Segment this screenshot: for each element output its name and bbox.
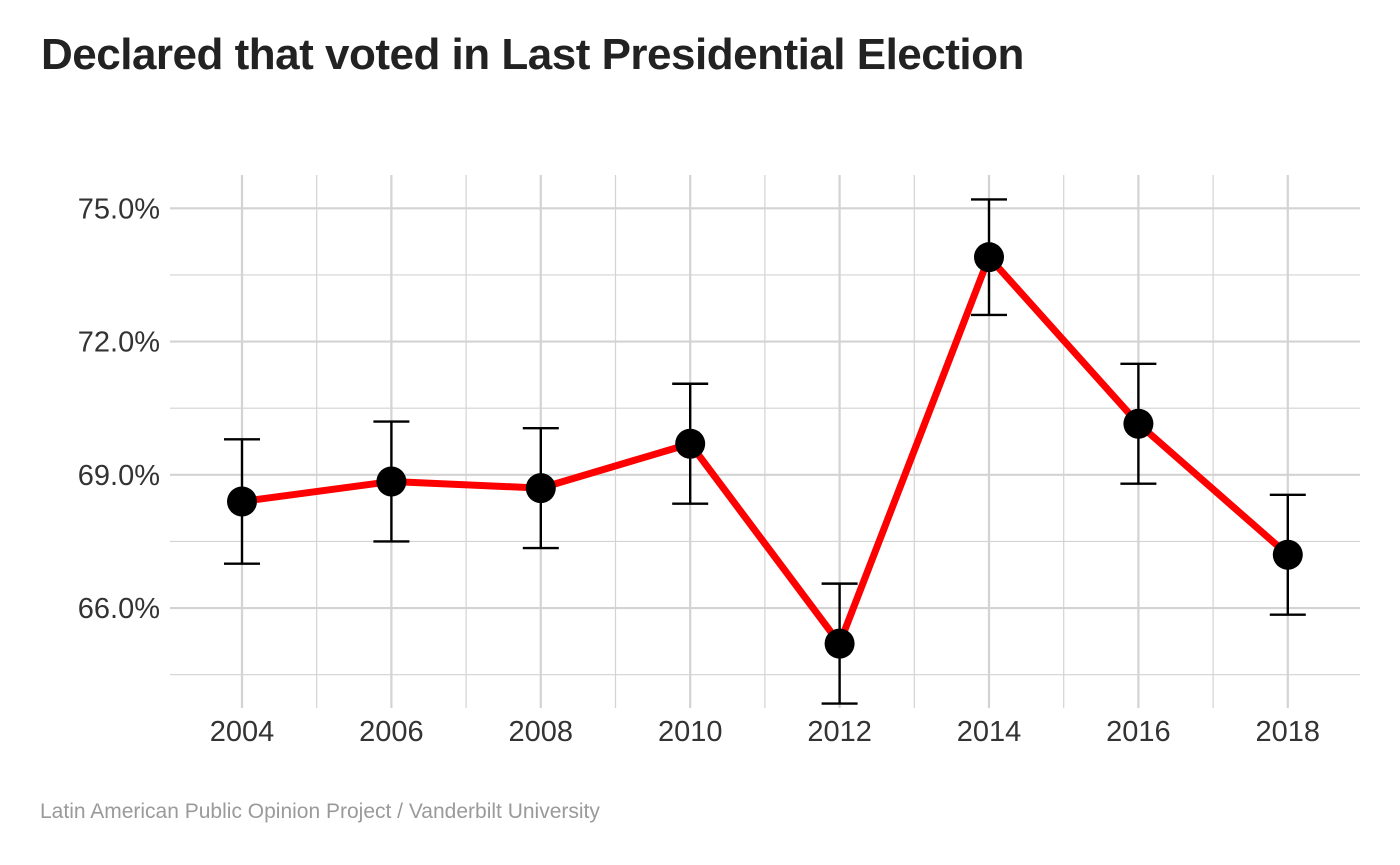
- x-tick-label: 2008: [509, 716, 574, 748]
- data-point: [376, 466, 407, 497]
- x-tick-label: 2006: [359, 716, 424, 748]
- data-point: [227, 486, 257, 517]
- error-bars: [224, 198, 1306, 705]
- data-point: [675, 428, 706, 459]
- x-axis-tick-labels: 2004 2006 2008 2010 2012 2014 2016 2018: [210, 716, 1320, 748]
- series-line-layer: [238, 253, 1292, 648]
- grid-lines: [170, 175, 1360, 708]
- x-tick-label: 2004: [210, 716, 275, 748]
- x-tick-label: 2016: [1106, 716, 1171, 748]
- y-tick-label: 69.0%: [78, 460, 160, 492]
- y-tick-label: 72.0%: [78, 327, 160, 359]
- data-point: [1272, 539, 1303, 570]
- data-points: [227, 242, 1303, 659]
- data-point: [824, 628, 855, 659]
- y-tick-label: 75.0%: [78, 193, 160, 225]
- series-line: [238, 253, 1292, 648]
- y-tick-label: 66.0%: [78, 593, 160, 625]
- source-caption: Latin American Public Opinion Project / …: [40, 800, 600, 823]
- chart-title: Declared that voted in Last Presidential…: [41, 30, 1024, 79]
- y-axis-tick-labels: 66.0% 69.0% 72.0% 75.0%: [78, 193, 160, 625]
- x-tick-label: 2014: [957, 716, 1022, 748]
- x-tick-label: 2012: [807, 716, 872, 748]
- data-point: [525, 473, 556, 504]
- data-point: [1123, 408, 1154, 439]
- x-tick-label: 2010: [658, 716, 723, 748]
- data-point: [974, 242, 1004, 273]
- x-tick-label: 2018: [1256, 716, 1321, 748]
